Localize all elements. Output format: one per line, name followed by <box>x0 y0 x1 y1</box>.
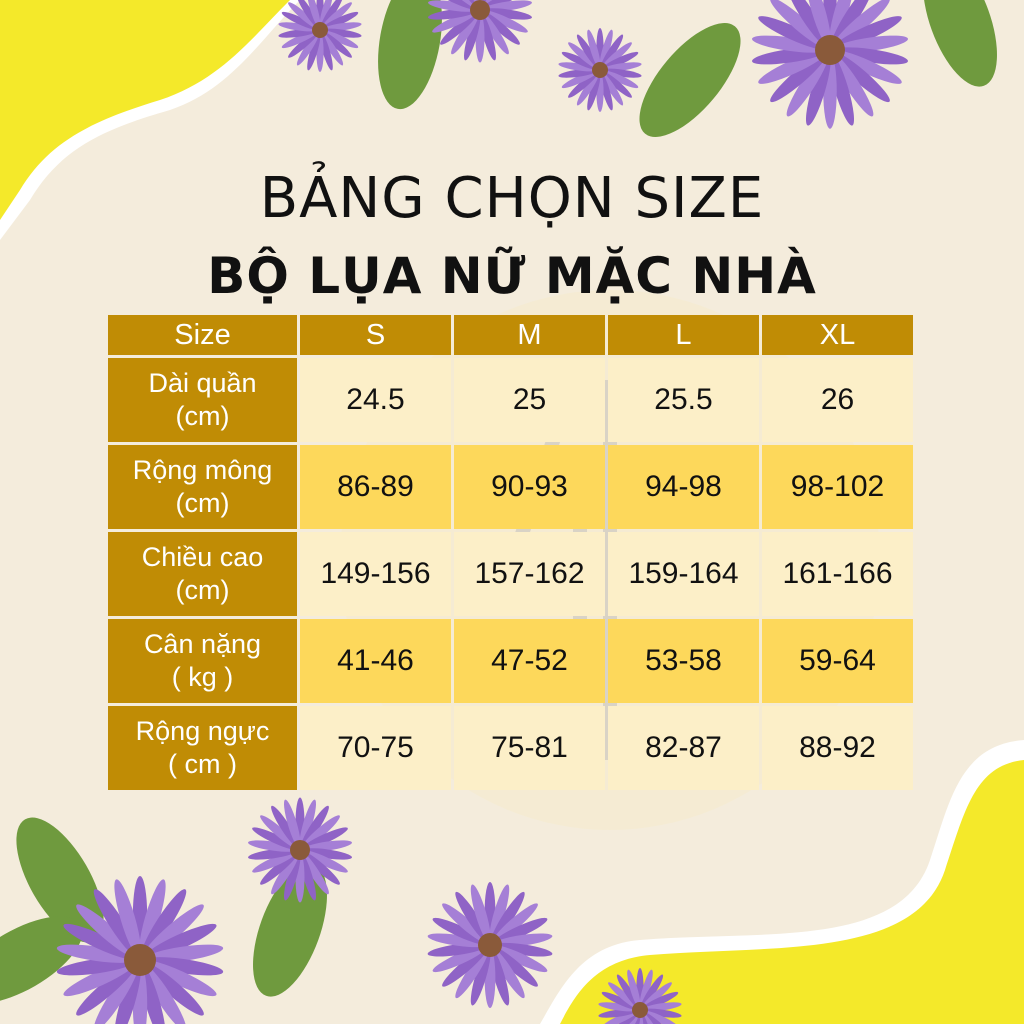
leaf-icon <box>378 0 442 110</box>
table-row: Rộng ngực( cm ) 70-75 75-81 82-87 88-92 <box>108 706 913 790</box>
leaf-icon <box>639 23 741 137</box>
flower-icon <box>558 28 642 112</box>
table-row: Rộng mông (cm) 86-89 90-93 94-98 98-102 <box>108 445 913 529</box>
yellow-blob-top-left-fill <box>0 0 290 220</box>
cell: 159-164 <box>608 532 759 616</box>
header-m: M <box>454 315 605 355</box>
title-line-2: BỘ LỤA NỮ MẶC NHÀ <box>207 247 817 305</box>
header-l: L <box>608 315 759 355</box>
cell: 25 <box>454 358 605 442</box>
cell: 161-166 <box>762 532 913 616</box>
flower-icon <box>428 0 532 63</box>
row-label: Rộng ngực( cm ) <box>108 706 297 790</box>
row-label: Cân nặng( kg ) <box>108 619 297 703</box>
cell: 98-102 <box>762 445 913 529</box>
cell: 86-89 <box>300 445 451 529</box>
cell: 24.5 <box>300 358 451 442</box>
header-s: S <box>300 315 451 355</box>
cell: 88-92 <box>762 706 913 790</box>
cell: 157-162 <box>454 532 605 616</box>
flower-icon <box>56 876 224 1024</box>
yellow-blob-bottom-right-fill <box>560 760 1024 1024</box>
cell: 47-52 <box>454 619 605 703</box>
row-label: Dài quần (cm) <box>108 358 297 442</box>
leaf-icon <box>253 863 327 997</box>
cell: 59-64 <box>762 619 913 703</box>
row-label-text: Dài quần <box>148 368 257 398</box>
row-label-unit: (cm) <box>175 575 230 605</box>
flower-icon <box>278 0 362 72</box>
row-label-text: Cân nặng <box>143 629 262 659</box>
header-xl: XL <box>762 315 913 355</box>
table-header-row: Size S M L XL <box>108 315 913 355</box>
cell: 53-58 <box>608 619 759 703</box>
cell: 25.5 <box>608 358 759 442</box>
title-line-1: BẢNG CHỌN SIZE <box>259 166 765 231</box>
header-size: Size <box>108 315 297 355</box>
table-row: Chiều cao (cm) 149-156 157-162 159-164 16… <box>108 532 913 616</box>
flower-icon <box>752 0 908 129</box>
cell: 41-46 <box>300 619 451 703</box>
row-label-unit: ( cm ) <box>168 749 237 779</box>
flower-icon <box>248 797 352 903</box>
leaf-icon <box>0 916 83 1004</box>
row-label-unit: (cm) <box>175 401 230 431</box>
cell: 75-81 <box>454 706 605 790</box>
leaf-icon <box>923 0 997 87</box>
flower-icon <box>427 882 553 1008</box>
cell: 149-156 <box>300 532 451 616</box>
cell: 82-87 <box>608 706 759 790</box>
cell: 94-98 <box>608 445 759 529</box>
row-label-unit: (cm) <box>175 488 230 518</box>
table-row: Dài quần (cm) 24.5 25 25.5 26 <box>108 358 913 442</box>
cell: 26 <box>762 358 913 442</box>
row-label-unit: ( kg ) <box>171 662 234 692</box>
flower-icon <box>598 968 682 1024</box>
row-label: Rộng mông (cm) <box>108 445 297 529</box>
row-label-text: Chiều cao <box>141 542 264 572</box>
cell: 90-93 <box>454 445 605 529</box>
row-label: Chiều cao (cm) <box>108 532 297 616</box>
cell: 70-75 <box>300 706 451 790</box>
row-label-text: Rộng mông <box>132 455 273 485</box>
row-label-text: Rộng ngực <box>135 716 270 746</box>
table-row: Cân nặng( kg ) 41-46 47-52 53-58 59-64 <box>108 619 913 703</box>
size-table: Size S M L XL Dài quần (cm) 24.5 25 25.5 … <box>105 312 916 793</box>
